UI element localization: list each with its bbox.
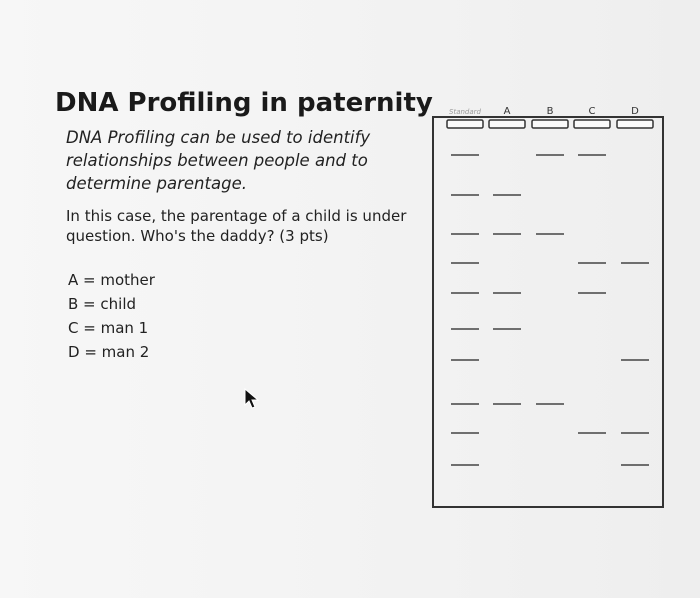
gel-well	[616, 119, 654, 129]
gel-well	[573, 119, 611, 129]
gel-well	[531, 119, 569, 129]
legend-item: D = man 2	[68, 343, 150, 361]
gel-diagram: Standard A B C D	[432, 106, 664, 508]
legend-item: C = man 1	[68, 319, 149, 337]
gel-outline	[432, 116, 664, 508]
lane-legend: A = mother B = child C = man 1 D = man 2	[68, 268, 155, 364]
lane-label: C	[589, 106, 596, 117]
question-line: question. Who's the daddy? (3 pts)	[66, 227, 329, 245]
gel-well	[446, 119, 484, 129]
slide-title: DNA Profiling in paternity	[55, 88, 433, 118]
legend-item: A = mother	[68, 271, 155, 289]
lane-label: A	[504, 106, 511, 117]
lane-label: B	[547, 106, 554, 117]
intro-line: determine parentage.	[66, 174, 247, 193]
question-text: In this case, the parentage of a child i…	[66, 206, 436, 246]
gel-well	[488, 119, 526, 129]
question-line: In this case, the parentage of a child i…	[66, 207, 407, 225]
lane-label: D	[631, 106, 639, 117]
intro-text: DNA Profiling can be used to identify re…	[66, 126, 426, 195]
legend-item: B = child	[68, 295, 137, 313]
mouse-cursor-icon	[244, 388, 260, 409]
lane-label: Standard	[449, 108, 482, 116]
intro-line: DNA Profiling can be used to identify	[66, 128, 371, 147]
intro-line: relationships between people and to	[66, 151, 368, 170]
